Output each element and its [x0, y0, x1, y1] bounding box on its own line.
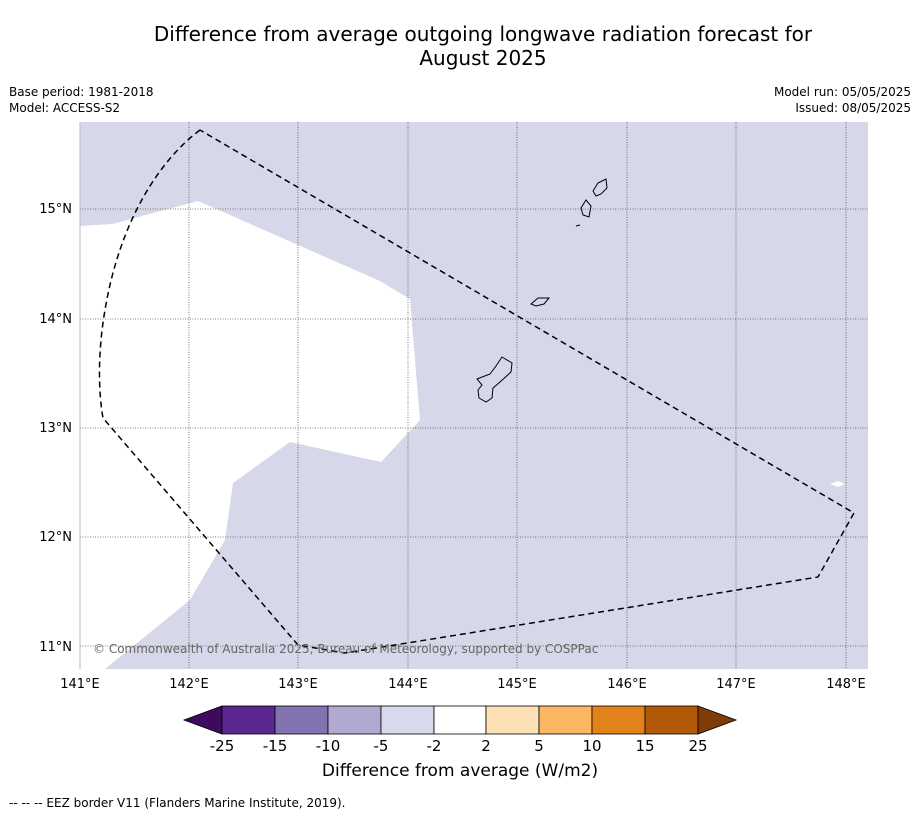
small-white-patch	[830, 481, 845, 487]
copyright-text: © Commonwealth of Australia 2025, Bureau…	[93, 642, 598, 656]
tinian-island	[580, 199, 592, 218]
colorbar-tick-label: -15	[263, 737, 288, 755]
colorbar-tick-label: -10	[316, 737, 341, 755]
rota-island	[530, 297, 551, 307]
colorbar-segment	[221, 705, 276, 735]
colorbar	[182, 705, 738, 735]
colorbar-tick-label: -5	[374, 737, 389, 755]
colorbar-segment	[327, 705, 382, 735]
colorbar-tick-label: 2	[481, 737, 491, 755]
colorbar-extend-high	[697, 705, 738, 735]
title-line-1: Difference from average outgoing longwav…	[153, 22, 813, 46]
islands	[476, 178, 608, 403]
lon-label: 145°E	[497, 677, 537, 692]
colorbar-segment	[644, 705, 699, 735]
colorbar-segment	[485, 705, 540, 735]
meta-right: Model run: 05/05/2025 Issued: 08/05/2025	[774, 84, 911, 116]
lon-label: 141°E	[60, 677, 100, 692]
lon-label: 148°E	[826, 677, 866, 692]
eez-border	[98, 129, 856, 654]
lon-label: 144°E	[388, 677, 428, 692]
colorbar-segment	[380, 705, 435, 735]
saipan-island	[592, 178, 608, 197]
lat-label: 14°N	[39, 312, 72, 327]
lon-labels: 141°E 142°E 143°E 144°E 145°E 146°E 147°…	[60, 677, 866, 692]
colorbar-ticks: -25 -15 -10 -5 -2 2 5 10 15 25	[210, 737, 708, 755]
lon-label: 143°E	[278, 677, 318, 692]
title-line-2: August 2025	[419, 46, 547, 70]
map-title: Difference from average outgoing longwav…	[60, 22, 906, 70]
colorbar-extend-low	[182, 705, 223, 735]
colorbar-tick-label: 15	[635, 737, 654, 755]
colorbar-tick-label: 10	[582, 737, 601, 755]
colorbar-tick-label: -25	[210, 737, 235, 755]
colorbar-tick-label: -2	[427, 737, 442, 755]
base-period: Base period: 1981-2018	[9, 85, 154, 99]
lat-label: 12°N	[39, 530, 72, 545]
lat-label: 11°N	[39, 640, 72, 655]
colorbar-segment	[433, 705, 487, 735]
colorbar-segment	[591, 705, 646, 735]
colorbar-tick-label: 25	[688, 737, 707, 755]
colorbar-segment	[274, 705, 329, 735]
model-name: Model: ACCESS-S2	[9, 101, 121, 115]
map-fields	[80, 122, 868, 669]
issued-date: Issued: 08/05/2025	[795, 101, 911, 115]
lat-label: 13°N	[39, 421, 72, 436]
lat-labels: 15°N 14°N 13°N 12°N 11°N	[39, 202, 72, 655]
lon-label: 146°E	[607, 677, 647, 692]
colorbar-tick-label: 5	[534, 737, 544, 755]
colorbar-segment	[538, 705, 593, 735]
eez-legend-note: -- -- -- EEZ border V11 (Flanders Marine…	[9, 796, 346, 810]
graticule	[80, 122, 868, 669]
lon-label: 142°E	[169, 677, 209, 692]
meta-left: Base period: 1981-2018 Model: ACCESS-S2	[9, 84, 154, 116]
model-run: Model run: 05/05/2025	[773, 85, 911, 99]
lat-label: 15°N	[39, 202, 72, 217]
guam-island	[476, 356, 513, 403]
lon-label: 147°E	[716, 677, 756, 692]
colorbar-title: Difference from average (W/m2)	[321, 761, 599, 781]
near-zero-field	[80, 201, 420, 669]
aguijan-island	[575, 224, 581, 227]
